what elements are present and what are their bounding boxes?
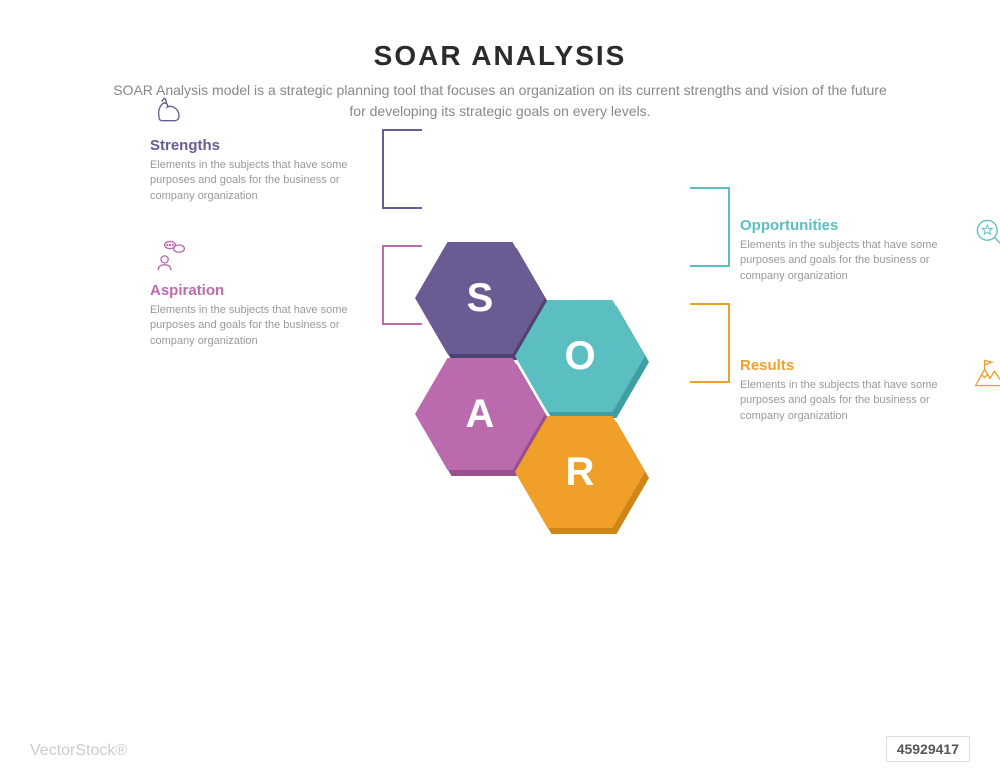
infographic-container: SOAR ANALYSIS SOAR Analysis model is a s… [0, 0, 1000, 780]
bracket-strengths [382, 129, 422, 209]
block-aspiration: Aspiration Elements in the subjects that… [150, 282, 370, 349]
block-opportunities: Opportunities Elements in the subjects t… [740, 217, 960, 284]
bracket-aspiration [382, 245, 422, 325]
mountain-flag-icon [970, 353, 1000, 393]
block-title: Opportunities [740, 217, 960, 234]
header: SOAR ANALYSIS SOAR Analysis model is a s… [80, 40, 920, 122]
block-title: Strengths [150, 137, 370, 154]
hex-letter-a: A [466, 392, 495, 437]
hex-strengths: S [415, 242, 545, 354]
hex-aspiration: A [415, 358, 545, 470]
block-desc: Elements in the subjects that have some … [150, 158, 370, 204]
person-chat-icon [150, 234, 190, 274]
block-desc: Elements in the subjects that have some … [150, 303, 370, 349]
magnifier-star-icon [970, 213, 1000, 253]
block-results: Results Elements in the subjects that ha… [740, 357, 960, 424]
block-strengths: Strengths Elements in the subjects that … [150, 137, 370, 204]
hex-letter-s: S [467, 276, 494, 321]
block-desc: Elements in the subjects that have some … [740, 238, 960, 284]
block-title: Results [740, 357, 960, 374]
watermark-id: 45929417 [886, 736, 970, 762]
watermark-brand: VectorStock® [30, 742, 127, 760]
bracket-opportunities [690, 187, 730, 267]
muscle-icon [150, 89, 190, 129]
page-subtitle: SOAR Analysis model is a strategic plann… [110, 80, 890, 122]
hex-letter-r: R [566, 450, 595, 495]
soar-diagram: S O A R [80, 142, 920, 602]
block-title: Aspiration [150, 282, 370, 299]
page-title: SOAR ANALYSIS [80, 40, 920, 72]
block-desc: Elements in the subjects that have some … [740, 378, 960, 424]
bracket-results [690, 303, 730, 383]
hex-letter-o: O [564, 334, 595, 379]
